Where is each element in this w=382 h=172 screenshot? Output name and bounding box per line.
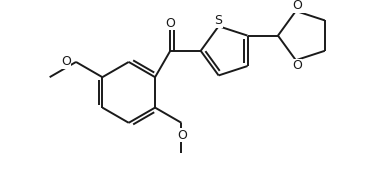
Text: O: O — [165, 17, 175, 30]
Text: O: O — [292, 0, 302, 12]
Text: O: O — [61, 55, 71, 68]
Text: O: O — [177, 128, 187, 142]
Text: S: S — [215, 14, 223, 28]
Text: O: O — [292, 60, 302, 72]
